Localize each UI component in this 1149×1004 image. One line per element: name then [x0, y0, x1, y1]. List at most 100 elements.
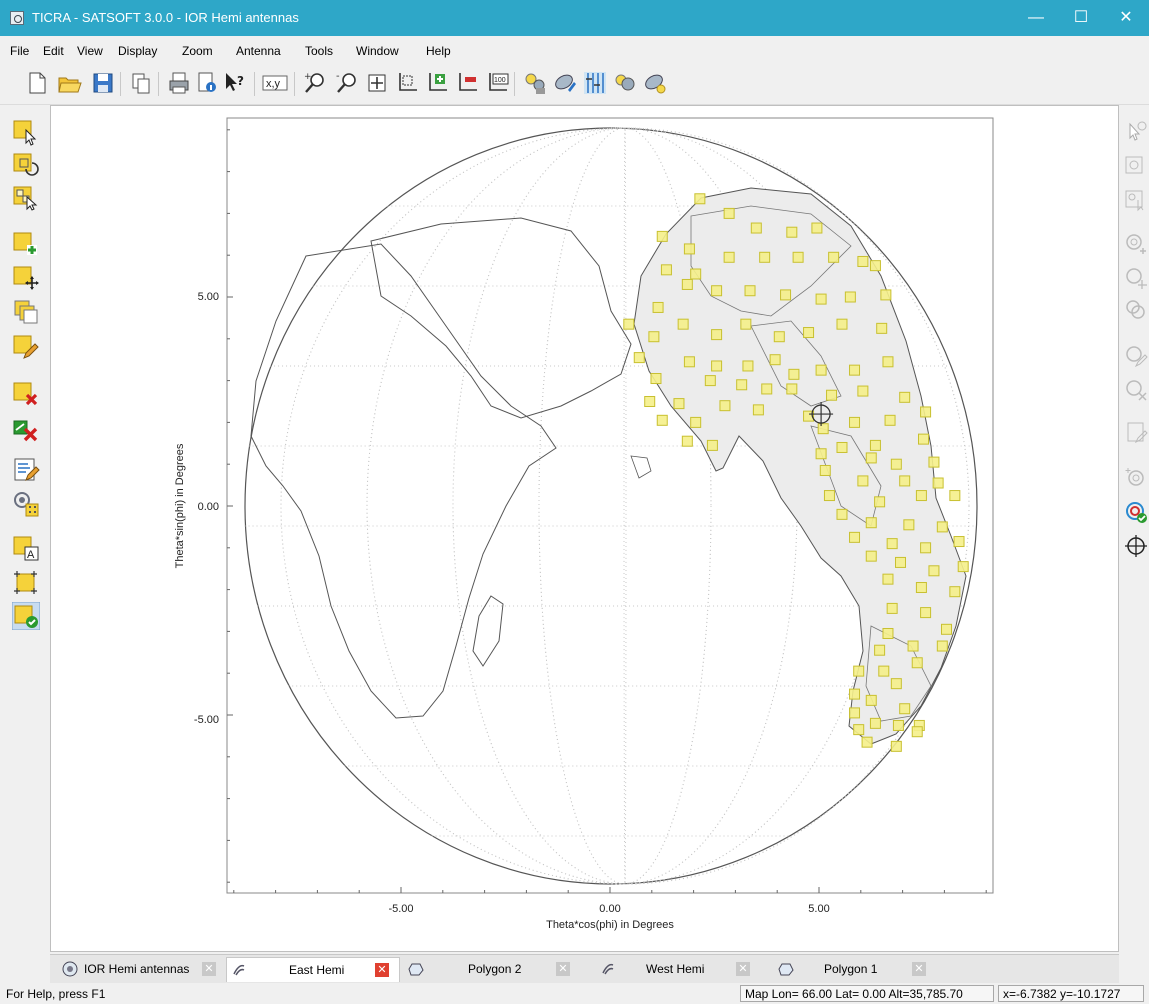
- beam-marker[interactable]: [681, 435, 693, 447]
- new-file-icon[interactable]: [24, 70, 50, 96]
- beam-marker[interactable]: [803, 410, 815, 422]
- tab-close-button[interactable]: ✕: [202, 962, 216, 976]
- beam-marker[interactable]: [819, 464, 831, 476]
- beam-active-icon[interactable]: [1124, 500, 1148, 524]
- zoom-box-icon[interactable]: [394, 70, 420, 96]
- antenna-light-icon[interactable]: [642, 70, 668, 96]
- beam-marker[interactable]: [920, 607, 932, 619]
- multi-select-icon[interactable]: [12, 184, 40, 212]
- beam-marker[interactable]: [788, 368, 800, 380]
- beam-properties-icon[interactable]: [1124, 420, 1148, 444]
- grid-points-icon[interactable]: [12, 490, 40, 518]
- beam-marker[interactable]: [882, 627, 894, 639]
- print-preview-icon[interactable]: [194, 70, 220, 96]
- beam-marker[interactable]: [761, 383, 773, 395]
- delete-all-polygons-icon[interactable]: [12, 416, 40, 444]
- xy-coordinates-icon[interactable]: x,y: [262, 70, 288, 96]
- tab-polygon-2[interactable]: Polygon 2 ✕: [404, 957, 574, 981]
- beam-marker[interactable]: [899, 703, 911, 715]
- beam-marker[interactable]: [690, 416, 702, 428]
- beam-marker[interactable]: [828, 251, 840, 263]
- menu-window[interactable]: Window: [356, 44, 399, 58]
- beam-marker[interactable]: [744, 285, 756, 297]
- beam-marker[interactable]: [719, 400, 731, 412]
- beam-marker[interactable]: [652, 301, 664, 313]
- beam-marker[interactable]: [650, 373, 662, 385]
- copy-icon[interactable]: [128, 70, 154, 96]
- beam-marker[interactable]: [936, 640, 948, 652]
- beam-marker[interactable]: [886, 538, 898, 550]
- beam-marker[interactable]: [857, 385, 869, 397]
- menu-zoom[interactable]: Zoom: [182, 44, 213, 58]
- zoom-add-icon[interactable]: [424, 70, 450, 96]
- beam-marker[interactable]: [711, 360, 723, 372]
- beam-marker[interactable]: [853, 724, 865, 736]
- beam-marker[interactable]: [865, 517, 877, 529]
- tab-west-hemi[interactable]: West Hemi ✕: [596, 957, 756, 981]
- beam-marker[interactable]: [895, 556, 907, 568]
- pan-icon[interactable]: [364, 70, 390, 96]
- beam-marker[interactable]: [769, 354, 781, 366]
- beam-marker[interactable]: [723, 207, 735, 219]
- beam-marker[interactable]: [656, 414, 668, 426]
- select-pointer-icon[interactable]: [12, 118, 40, 146]
- beam-marker[interactable]: [826, 389, 838, 401]
- delete-polygon-icon[interactable]: [12, 380, 40, 408]
- beam-marker[interactable]: [690, 268, 702, 280]
- tab-close-button[interactable]: ✕: [375, 963, 389, 977]
- beam-marker[interactable]: [876, 322, 888, 334]
- context-help-icon[interactable]: ?: [222, 70, 248, 96]
- grid-settings-icon[interactable]: [582, 70, 608, 96]
- beam-marker[interactable]: [857, 475, 869, 487]
- beam-marker[interactable]: [759, 251, 771, 263]
- beam-marker[interactable]: [915, 490, 927, 502]
- minimize-button[interactable]: —: [1028, 9, 1044, 26]
- beam-marker[interactable]: [750, 222, 762, 234]
- beam-marker[interactable]: [704, 375, 716, 387]
- print-icon[interactable]: [166, 70, 192, 96]
- beam-marker[interactable]: [928, 565, 940, 577]
- close-button[interactable]: ✕: [1119, 9, 1133, 26]
- beam-marker[interactable]: [792, 251, 804, 263]
- beam-multiselect-icon[interactable]: [1124, 188, 1148, 212]
- beam-marker[interactable]: [656, 230, 668, 242]
- tab-close-button[interactable]: ✕: [912, 962, 926, 976]
- edit-polygon-icon[interactable]: [12, 333, 40, 361]
- beam-marker[interactable]: [623, 318, 635, 330]
- beam-marker[interactable]: [849, 688, 861, 700]
- beam-marker[interactable]: [711, 285, 723, 297]
- beam-marker[interactable]: [648, 331, 660, 343]
- beam-marker[interactable]: [857, 255, 869, 267]
- beam-marker[interactable]: [786, 226, 798, 238]
- beam-marker[interactable]: [677, 318, 689, 330]
- menu-display[interactable]: Display: [118, 44, 158, 58]
- beam-delete-icon[interactable]: [1124, 378, 1148, 402]
- beam-marker[interactable]: [949, 490, 961, 502]
- beam-marker[interactable]: [865, 452, 877, 464]
- polygon-properties-icon[interactable]: [12, 456, 40, 484]
- beam-marker[interactable]: [899, 475, 911, 487]
- menu-tools[interactable]: Tools: [305, 44, 334, 58]
- beam-rotate-icon[interactable]: [1124, 154, 1148, 178]
- beam-marker[interactable]: [803, 327, 815, 339]
- beam-marker[interactable]: [886, 602, 898, 614]
- beam-marker[interactable]: [892, 719, 904, 731]
- beam-marker[interactable]: [849, 531, 861, 543]
- beam-marker[interactable]: [773, 331, 785, 343]
- beam-marker[interactable]: [861, 736, 873, 748]
- beam-marker[interactable]: [815, 448, 827, 460]
- label-polygon-icon[interactable]: A: [12, 534, 40, 562]
- beam-marker[interactable]: [882, 573, 894, 585]
- beam-marker[interactable]: [920, 406, 932, 418]
- beam-marker[interactable]: [949, 586, 961, 598]
- beam-add-icon[interactable]: [1124, 232, 1148, 256]
- menu-edit[interactable]: Edit: [43, 44, 64, 58]
- beam-marker[interactable]: [660, 264, 672, 276]
- beam-marker[interactable]: [823, 490, 835, 502]
- beam-edit-icon[interactable]: [1124, 344, 1148, 368]
- beam-copy-icon[interactable]: [1124, 298, 1148, 322]
- tab-ior-hemi-antennas[interactable]: IOR Hemi antennas ✕: [58, 957, 218, 981]
- beam-marker[interactable]: [890, 740, 902, 752]
- beam-marker[interactable]: [890, 458, 902, 470]
- beam-marker[interactable]: [849, 707, 861, 719]
